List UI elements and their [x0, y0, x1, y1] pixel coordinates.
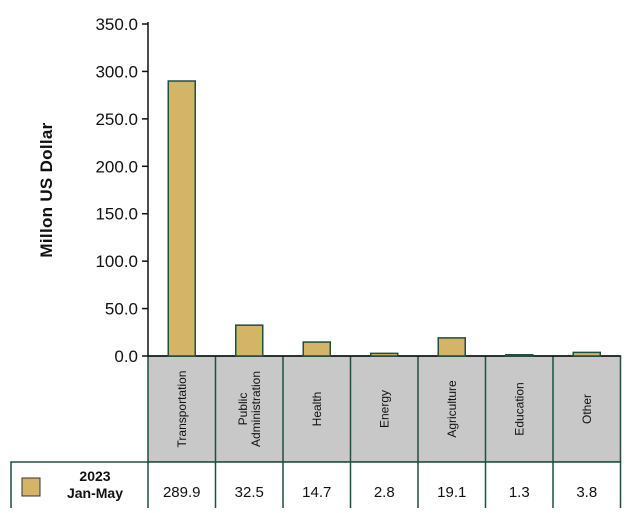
data-value-label: 289.9 [163, 484, 201, 501]
bar [505, 354, 534, 357]
x-tick-label-line: Energy [377, 390, 391, 428]
y-tick-label: 350.0 [95, 15, 138, 34]
y-tick-label: 300.0 [95, 62, 138, 81]
data-value-label: 2.8 [374, 484, 395, 501]
bar [235, 324, 264, 357]
x-tick-label: Transportation [175, 371, 189, 448]
bar [302, 341, 331, 357]
bars [167, 80, 601, 357]
data-value-label: 14.7 [302, 484, 331, 501]
bar [167, 80, 196, 357]
x-tick-label: Health [310, 392, 324, 427]
data-value-label: 32.5 [235, 484, 264, 501]
x-tick-label: Other [580, 394, 594, 424]
y-axis-title: Millon US Dollar [37, 122, 56, 257]
table-row [10, 461, 622, 511]
data-value-label: 3.8 [576, 484, 597, 501]
x-tick-label: Agriculture [445, 380, 459, 438]
legend-label: Jan-May [67, 485, 123, 501]
y-tick-label: 0.0 [114, 347, 138, 366]
x-tick-label: Education [512, 382, 526, 435]
x-tick-label: Energy [377, 390, 391, 428]
y-axis: 0.0 50.0 100.0 150.0 200.0 250.0 300.0 350.0 [95, 15, 621, 366]
x-tick-label-line: Other [580, 394, 594, 424]
x-tick-label-line: Agriculture [445, 380, 459, 438]
bar [437, 337, 466, 357]
x-tick-label-line: Health [310, 392, 324, 427]
y-tick-label: 50.0 [105, 300, 138, 319]
y-tick-label: 250.0 [95, 110, 138, 129]
legend-swatch [21, 477, 41, 497]
y-tick-label: 150.0 [95, 205, 138, 224]
data-value-label: 1.3 [509, 484, 530, 501]
x-tick-label-line: Public [236, 393, 250, 426]
y-tick-label: 200.0 [95, 157, 138, 176]
data-value-label: 19.1 [437, 484, 466, 501]
bar [572, 351, 601, 357]
bar [370, 352, 399, 357]
category-band-bg [147, 355, 622, 463]
x-tick-label: PublicAdministration [236, 371, 263, 447]
x-tick-label-line: Administration [249, 371, 263, 447]
legend-label: 2023 [79, 468, 110, 484]
x-tick-label-line: Transportation [175, 371, 189, 448]
y-tick-label: 100.0 [95, 252, 138, 271]
x-tick-label-line: Education [512, 382, 526, 435]
category-band: Transportation PublicAdministration Health… [147, 355, 622, 463]
